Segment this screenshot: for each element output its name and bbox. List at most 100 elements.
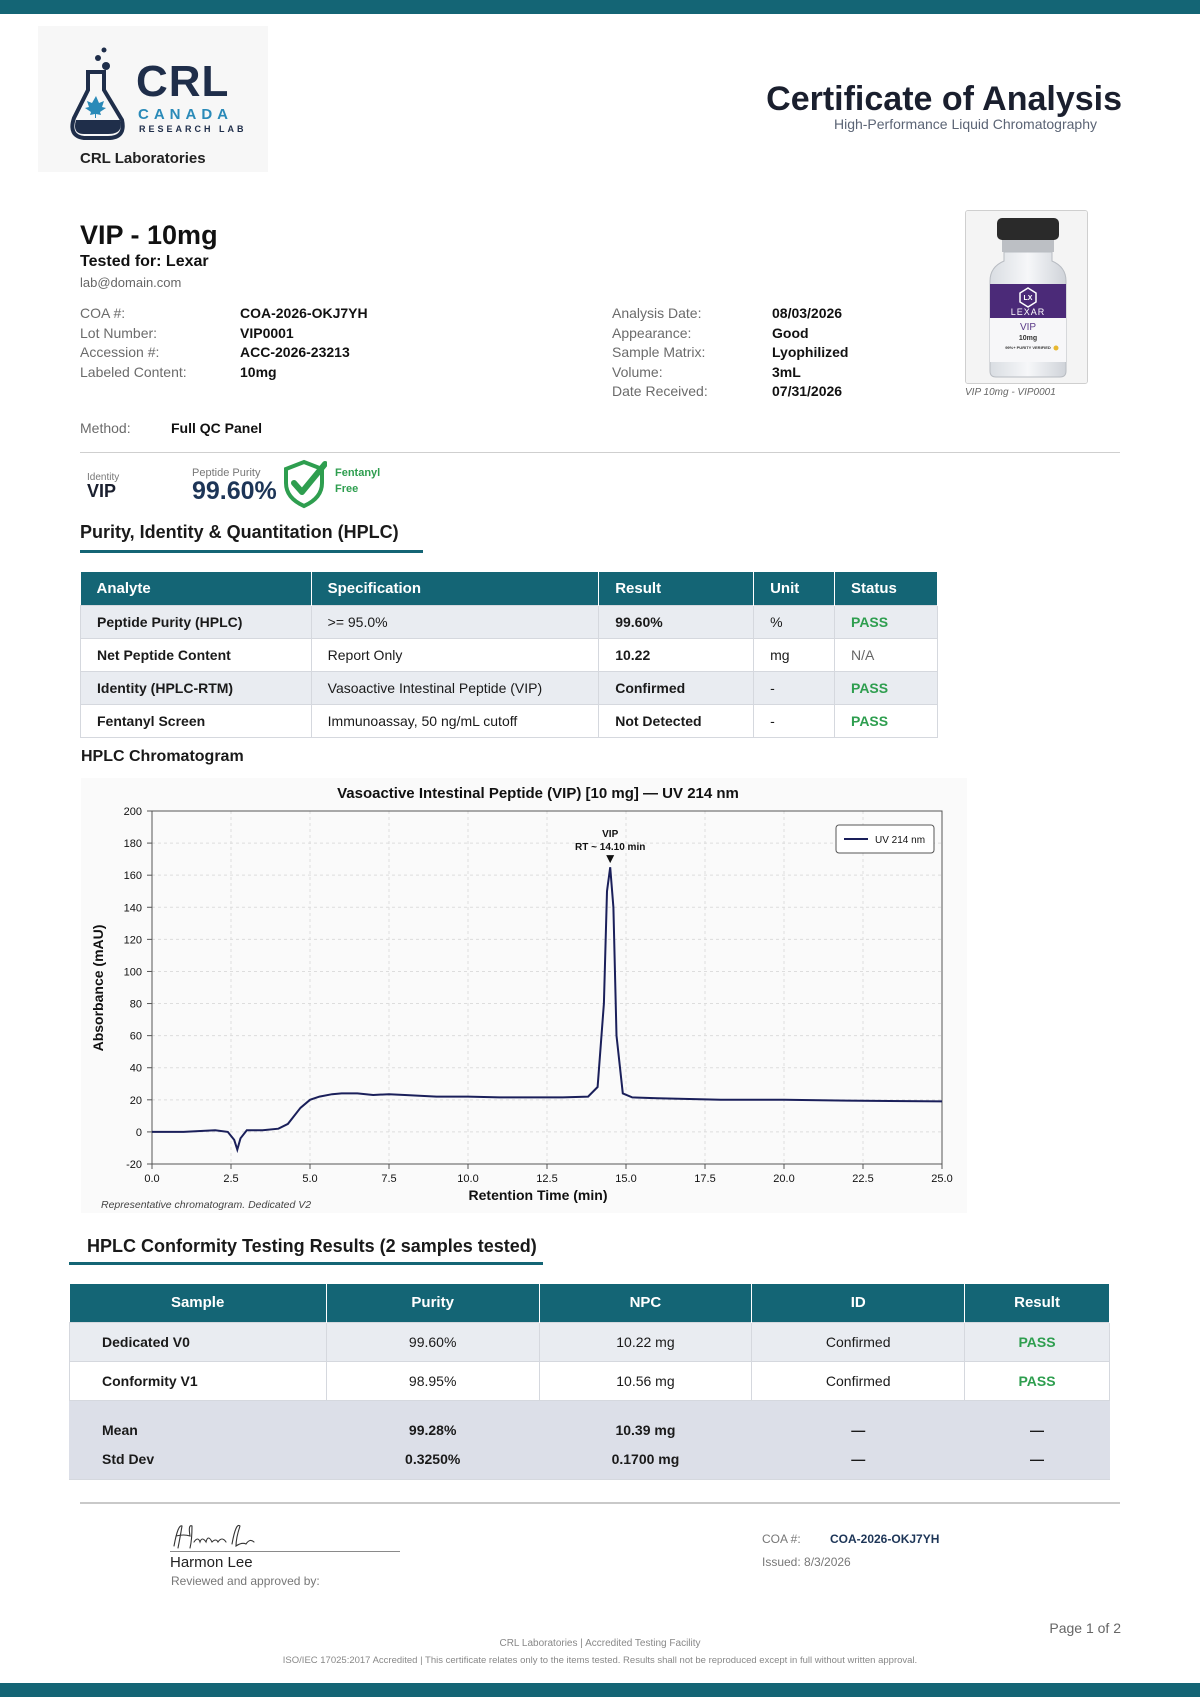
section-title-hplc: Purity, Identity & Quantitation (HPLC)	[80, 522, 399, 542]
status-badge: PASS	[834, 604, 938, 639]
x-tick-label: 10.0	[457, 1173, 478, 1185]
mean-npc: 10.39 mg	[538, 1399, 753, 1440]
info-value: VIP0001	[240, 324, 294, 341]
sample-cell: Conformity V1	[69, 1360, 327, 1401]
unit-cell: -	[753, 703, 836, 738]
y-axis-label: Absorbance (mAU)	[90, 925, 106, 1052]
info-row-appearance: Appearance: Good	[612, 324, 848, 344]
purity-cell: 99.60%	[325, 1321, 540, 1362]
column-header: Status	[834, 572, 938, 605]
hplc-results-table: Analyte Specification Result Unit Status…	[80, 572, 938, 738]
info-label: Analysis Date:	[612, 305, 702, 321]
x-tick-label: 17.5	[694, 1173, 715, 1185]
logo-wordmark: CRL	[136, 57, 230, 106]
y-tick-label: 20	[130, 1095, 142, 1107]
column-header: Result	[598, 572, 755, 605]
footer-disclaimer: ISO/IEC 17025:2017 Accredited | This cer…	[282, 1655, 918, 1666]
vial-badge: 99%+ PURITY VERIFIED	[1005, 345, 1051, 350]
analyte-cell: Identity (HPLC-RTM)	[80, 670, 312, 705]
info-value: 07/31/2026	[772, 383, 843, 399]
info-label: Lot Number:	[80, 324, 158, 341]
signatory-name: Harmon Lee	[170, 1554, 253, 1571]
info-row-date-received: Date Received: 07/31/2026	[612, 382, 848, 402]
peak-label: VIP	[602, 829, 618, 840]
x-tick-label: 20.0	[773, 1173, 794, 1185]
result-cell: 10.22	[598, 637, 755, 672]
result-cell: Not Detected	[598, 703, 755, 738]
legend-box	[835, 824, 935, 854]
analyte-cell: Peptide Purity (HPLC)	[80, 604, 312, 639]
conformity-table: Sample Purity NPC ID Result Dedicated V0…	[69, 1284, 1110, 1480]
y-axis-ticks: -20 0 20 40 60 80 100 120 140 160 180 200	[124, 806, 152, 1171]
column-header: ID	[751, 1284, 966, 1322]
x-tick-label: 25.0	[931, 1173, 952, 1185]
spec-cell: Immunoassay, 50 ng/mL cutoff	[310, 703, 600, 738]
fentanyl-free-line2: Free	[335, 483, 359, 495]
series-line-uv214	[152, 867, 943, 1154]
x-tick-label: 12.5	[536, 1173, 557, 1185]
info-row-labeled-content: Labeled Content: 10mg	[80, 363, 368, 383]
info-row-accession: Accession #: ACC-2026-23213	[80, 343, 368, 363]
product-title: VIP - 10mg	[80, 220, 218, 250]
mean-purity: 99.28%	[325, 1399, 540, 1440]
chart-title: Vasoactive Intestinal Peptide (VIP) [10 …	[337, 785, 739, 802]
vial-logo-text: LX	[1024, 295, 1033, 302]
mean-label: Mean	[69, 1399, 327, 1440]
std-dev-row: Std Dev 0.3250% 0.1700 mg — —	[69, 1440, 1110, 1480]
top-accent-bar	[0, 0, 1200, 14]
logo-canada-text: CANADA	[138, 106, 233, 123]
status-badge: PASS	[834, 670, 938, 705]
mean-result: —	[964, 1399, 1110, 1440]
std-dev-label: Std Dev	[69, 1440, 327, 1480]
contact-email: lab@domain.com	[80, 275, 182, 290]
handwritten-signature	[173, 1524, 255, 1549]
unit-cell: -	[753, 670, 836, 705]
lab-name: CRL Laboratories	[80, 150, 206, 167]
legend-label: UV 214 nm	[875, 835, 925, 846]
info-row-sample-matrix: Sample Matrix: Lyophilized	[612, 343, 848, 363]
std-dev-purity: 0.3250%	[325, 1440, 540, 1480]
info-value: Lyophilized	[772, 344, 849, 360]
mean-row: Mean 99.28% 10.39 mg — —	[69, 1399, 1110, 1440]
x-tick-label: 2.5	[223, 1173, 238, 1185]
column-header: Result	[964, 1284, 1110, 1322]
analyte-cell: Fentanyl Screen	[80, 703, 312, 738]
method-value: Full QC Panel	[171, 420, 263, 436]
column-header: Purity	[326, 1284, 540, 1322]
logo-research-text: RESEARCH LAB	[139, 124, 247, 134]
sample-info-left: COA #: COA-2026-OKJ7YH Lot Number: VIP0001…	[80, 304, 368, 382]
document-subtitle: High-Performance Liquid Chromatography	[833, 116, 1097, 132]
section-underline	[80, 550, 423, 553]
column-header: NPC	[539, 1284, 753, 1322]
info-value: 10mg	[240, 363, 277, 380]
identity-value: VIP	[87, 481, 117, 501]
table-row: Fentanyl Screen Immunoassay, 50 ng/mL cu…	[80, 703, 938, 738]
y-tick-label: 200	[124, 806, 142, 818]
column-header: Specification	[311, 572, 600, 605]
analyte-cell: Net Peptide Content	[80, 637, 312, 672]
identity-label: Identity	[87, 472, 120, 483]
unit-cell: %	[753, 604, 836, 639]
footer-coa-value: COA-2026-OKJ7YH	[830, 1532, 940, 1546]
document-title: Certificate of Analysis	[766, 80, 1122, 118]
status-badge: PASS	[964, 1321, 1110, 1362]
chromatogram-heading: HPLC Chromatogram	[81, 748, 244, 765]
npc-cell: 10.56 mg	[538, 1360, 753, 1401]
info-value: COA-2026-OKJ7YH	[240, 305, 368, 321]
signature-line	[170, 1551, 400, 1552]
peak-rt-label: RT ~ 14.10 min	[575, 842, 645, 853]
x-tick-label: 22.5	[852, 1173, 873, 1185]
purity-label: Peptide Purity	[192, 467, 261, 479]
peak-arrow-icon	[606, 855, 615, 864]
y-tick-label: 120	[124, 934, 142, 946]
status-badge: PASS	[964, 1360, 1110, 1401]
y-tick-label: 60	[130, 1031, 142, 1043]
flask-logo-icon	[70, 47, 125, 140]
method-label: Method:	[80, 420, 131, 436]
chart-grid	[151, 810, 943, 1165]
unit-cell: mg	[753, 637, 836, 672]
spec-cell: >= 95.0%	[310, 604, 600, 639]
vial-brand: LEXAR	[1011, 307, 1046, 317]
y-tick-label: 140	[124, 902, 142, 914]
y-tick-label: 80	[130, 999, 142, 1011]
